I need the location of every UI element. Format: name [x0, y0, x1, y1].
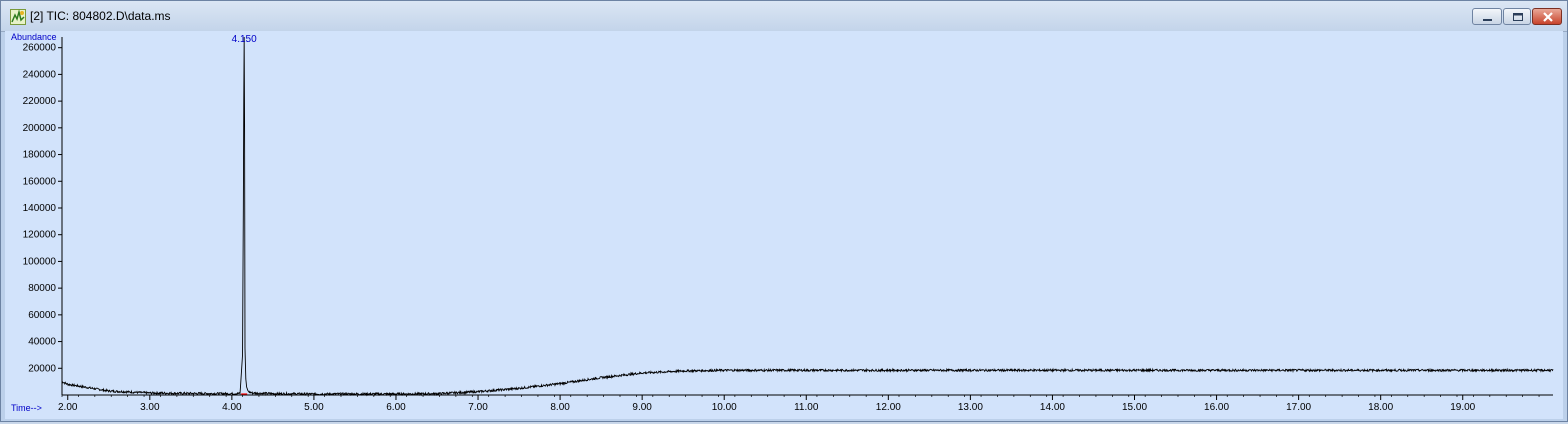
y-tick-label: 240000 — [23, 69, 57, 80]
x-tick-label: 15.00 — [1122, 402, 1147, 413]
x-tick-label: 14.00 — [1040, 402, 1065, 413]
x-tick-label: 19.00 — [1450, 402, 1475, 413]
y-axis: 20000 40000 60000 80000 100000 120000 140000 16… — [23, 37, 63, 395]
y-tick-label: 220000 — [23, 96, 57, 107]
y-tick-label: 60000 — [28, 310, 56, 321]
y-tick-label: 120000 — [23, 230, 57, 241]
peak-label: 4.150 — [232, 34, 257, 45]
close-icon — [1543, 12, 1553, 22]
window-title: [2] TIC: 804802.D\data.ms — [30, 9, 171, 23]
x-tick-label: 11.00 — [794, 402, 819, 413]
minimize-button[interactable] — [1472, 8, 1502, 25]
y-tick-label: 100000 — [23, 256, 57, 267]
y-tick-label: 140000 — [23, 203, 57, 214]
y-tick-label: 260000 — [23, 43, 57, 54]
x-tick-label: 2.00 — [58, 402, 78, 413]
plot-area[interactable]: 20000 40000 60000 80000 100000 120000 140000 16… — [5, 31, 1563, 419]
close-button[interactable] — [1532, 8, 1562, 25]
x-tick-label: 10.00 — [712, 402, 737, 413]
y-tick-label: 200000 — [23, 123, 57, 134]
maximize-icon — [1513, 13, 1523, 21]
x-tick-label: 4.00 — [222, 402, 242, 413]
title-bar[interactable]: [2] TIC: 804802.D\data.ms — [1, 1, 1567, 32]
y-tick-label: 20000 — [28, 363, 56, 374]
y-tick-label: 180000 — [23, 150, 57, 161]
x-axis: 2.00 3.00 4.00 5.00 6.00 7.00 8.00 9.00 10.00 11.… — [58, 394, 1553, 413]
x-axis-label: Time--> — [11, 403, 42, 413]
x-tick-label: 5.00 — [304, 402, 324, 413]
y-tick-label: 160000 — [23, 176, 57, 187]
x-tick-label: 18.00 — [1368, 402, 1393, 413]
x-tick-label: 17.00 — [1286, 402, 1311, 413]
y-tick-label: 80000 — [28, 283, 56, 294]
x-tick-label: 3.00 — [140, 402, 160, 413]
x-tick-label: 13.00 — [958, 402, 983, 413]
x-tick-label: 6.00 — [386, 402, 406, 413]
y-tick-label: 40000 — [28, 337, 56, 348]
chromatogram-app-icon — [10, 9, 26, 25]
x-tick-label: 9.00 — [632, 402, 652, 413]
maximize-button[interactable] — [1503, 8, 1531, 25]
x-tick-label: 8.00 — [550, 402, 570, 413]
chromatogram-chart[interactable]: 20000 40000 60000 80000 100000 120000 140000 16… — [5, 31, 1563, 419]
tic-trace — [61, 36, 1554, 397]
minimize-icon — [1483, 19, 1492, 21]
y-axis-label: Abundance — [11, 32, 57, 42]
x-tick-label: 7.00 — [468, 402, 488, 413]
x-tick-label: 12.00 — [876, 402, 901, 413]
x-tick-label: 16.00 — [1204, 402, 1229, 413]
